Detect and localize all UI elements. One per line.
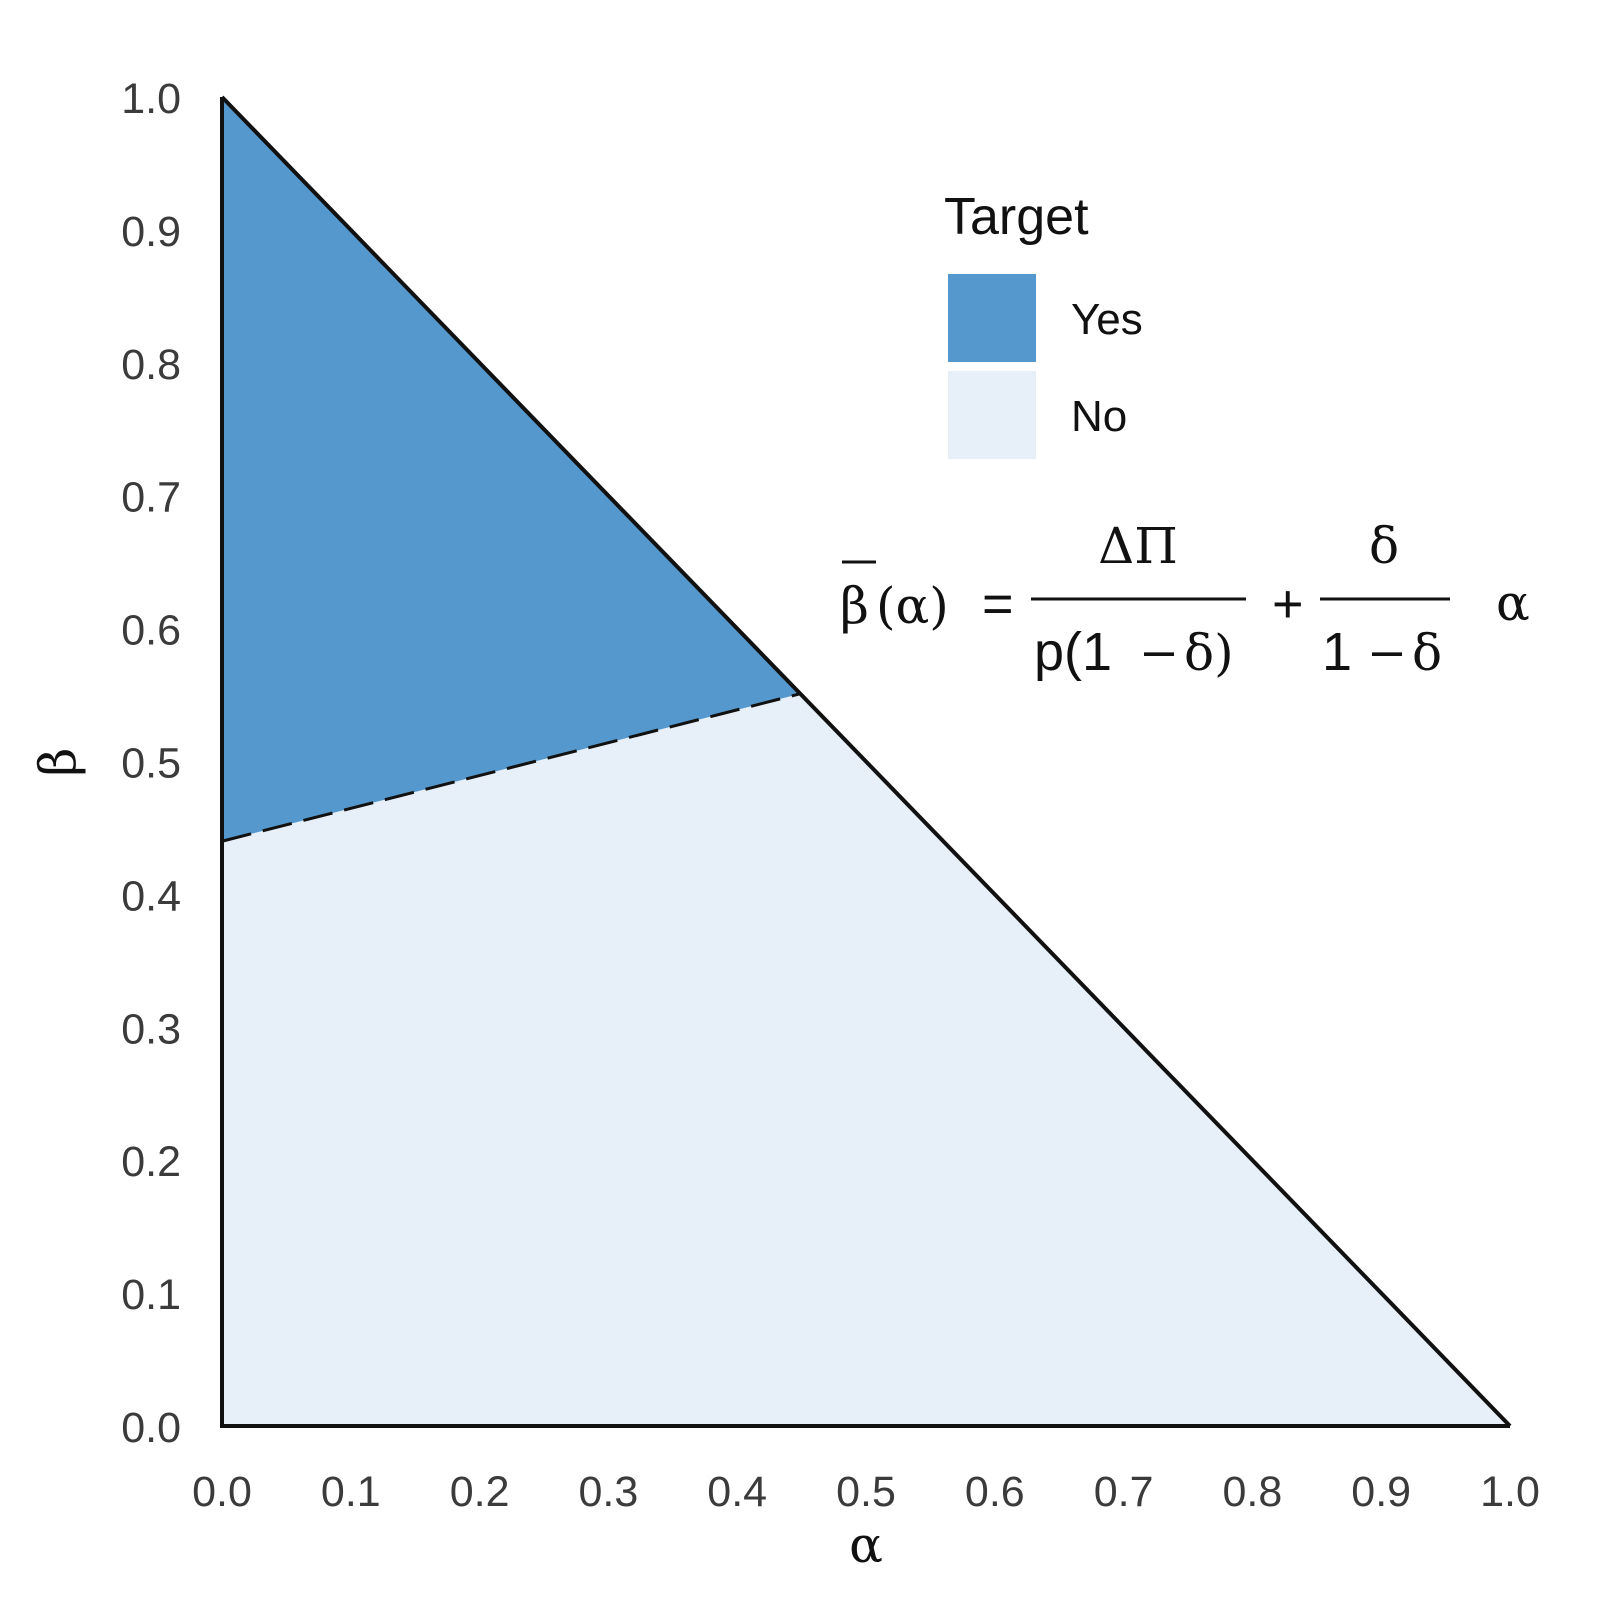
y-tick-label: 0.2	[121, 1138, 181, 1186]
y-tick-label: 0.8	[121, 341, 181, 389]
x-tick-label: 0.6	[965, 1468, 1025, 1516]
formula-equals: =	[982, 574, 1014, 634]
formula-frac2-numerator: δ	[1369, 517, 1399, 575]
region-yes	[222, 97, 801, 842]
y-tick-label: 0.3	[121, 1005, 181, 1053]
x-tick-label: 1.0	[1480, 1468, 1540, 1516]
x-tick-label: 0.9	[1351, 1468, 1411, 1516]
y-tick-label: 0.4	[121, 872, 181, 920]
y-tick-label: 0.0	[121, 1404, 181, 1452]
legend-swatch-yes	[948, 274, 1036, 362]
y-tick-label: 0.6	[121, 607, 181, 655]
x-tick-label: 0.2	[450, 1468, 510, 1516]
formula-frac2-denominator-right: δ	[1412, 624, 1442, 682]
legend-label-no: No	[1071, 392, 1127, 441]
y-tick-label: 0.1	[121, 1271, 181, 1319]
x-axis-title: α	[849, 1516, 883, 1574]
regions-layer	[222, 97, 1510, 1426]
axes	[220, 97, 1510, 1428]
x-tick-label: 0.3	[579, 1468, 639, 1516]
legend-title: Target	[944, 188, 1089, 246]
formula-frac1-denominator-minus: –	[1144, 620, 1174, 680]
y-tick-label: 0.7	[121, 474, 181, 522]
x-tick-label: 0.0	[192, 1468, 252, 1516]
formula-frac1-numerator: ΔΠ	[1098, 517, 1178, 575]
x-tick-label: 0.1	[321, 1468, 381, 1516]
legend: Target Yes No	[944, 188, 1143, 459]
y-tick-label: 1.0	[121, 75, 181, 123]
y-tick-labels: 0.0 0.1 0.2 0.3 0.4 0.5 0.6 0.7 0.8 0.9 1.0	[121, 75, 181, 1452]
y-tick-label: 0.9	[121, 208, 181, 256]
formula-frac2-denominator-left: 1	[1322, 622, 1352, 682]
formula-annotation: β (α) = ΔΠ p(1 – δ) + δ 1 – δ α	[840, 517, 1530, 682]
region-no	[222, 693, 1510, 1426]
y-tick-label: 0.5	[121, 740, 181, 788]
formula-frac1-denominator-right: δ)	[1184, 624, 1234, 682]
formula-lhs-arg: (α)	[876, 577, 949, 635]
x-tick-labels: 0.0 0.1 0.2 0.3 0.4 0.5 0.6 0.7 0.8 0.9 1.0	[192, 1468, 1540, 1516]
x-tick-label: 0.4	[707, 1468, 767, 1516]
formula-frac2-denominator-minus: –	[1372, 620, 1402, 680]
solid-boundary-line	[220, 95, 1512, 1428]
legend-label-yes: Yes	[1071, 295, 1143, 344]
formula-plus: +	[1272, 574, 1304, 634]
formula-tail-alpha: α	[1496, 574, 1530, 632]
y-axis-title: β	[29, 748, 87, 777]
formula-beta: β	[840, 577, 869, 635]
dashed-boundary-line	[221, 692, 801, 843]
x-tick-label: 0.8	[1223, 1468, 1283, 1516]
lines-layer	[220, 95, 1512, 1428]
formula-frac1-denominator-left: p(1	[1034, 622, 1112, 682]
x-tick-label: 0.5	[836, 1468, 896, 1516]
x-tick-label: 0.7	[1094, 1468, 1154, 1516]
legend-swatch-no	[948, 371, 1036, 459]
